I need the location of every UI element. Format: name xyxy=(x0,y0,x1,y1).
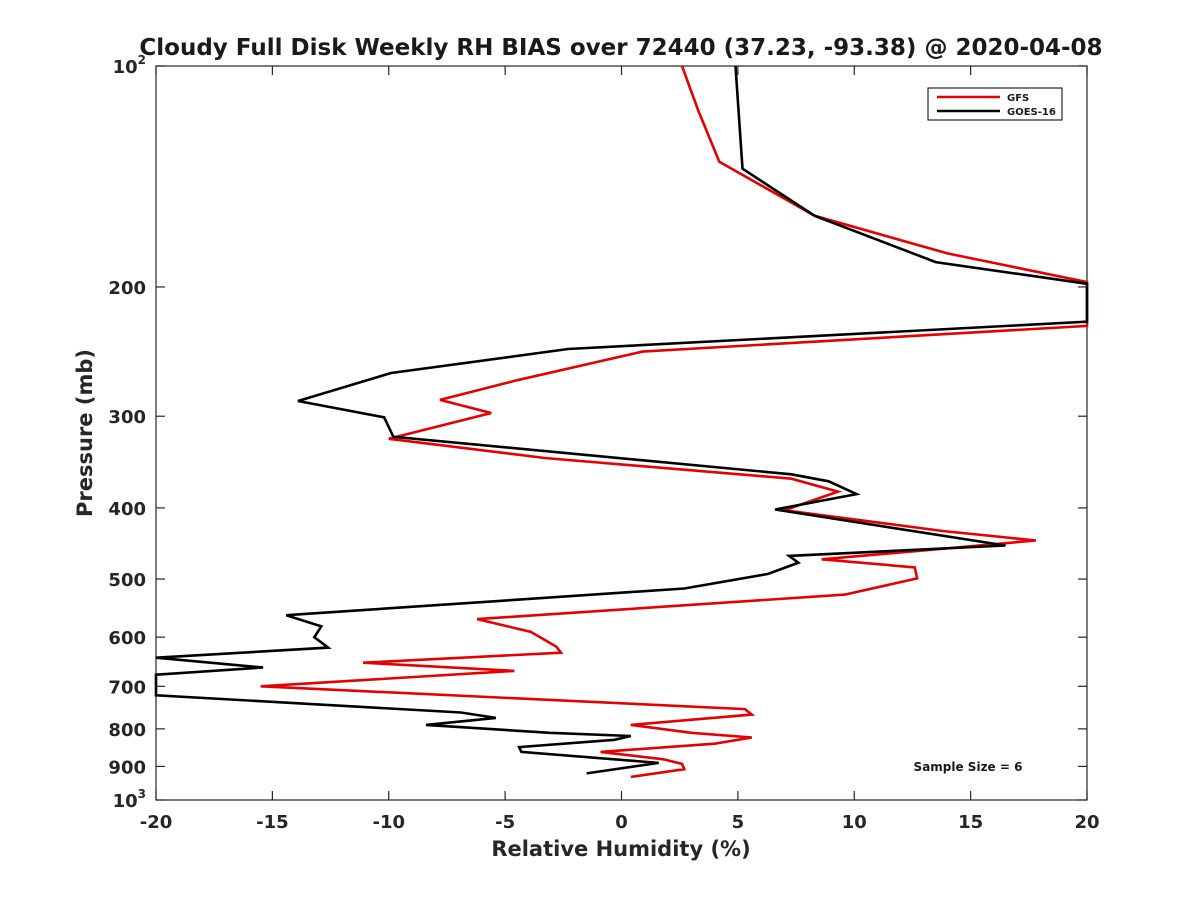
y-tick-label: 800 xyxy=(108,720,146,741)
y-tick-label: 102 xyxy=(113,53,146,78)
sample-size-annotation: Sample Size = 6 xyxy=(914,760,1023,774)
x-tick-label: 10 xyxy=(842,812,867,833)
x-tick-label: 0 xyxy=(615,812,628,833)
x-tick-label: 5 xyxy=(732,812,745,833)
series-line-gfs xyxy=(260,65,1089,779)
y-axis: 102 200 300 400 500 600 700 800 900 103 xyxy=(108,53,1087,812)
y-tick-label: 900 xyxy=(108,757,146,778)
legend: GFS GOES-16 xyxy=(927,87,1063,121)
legend-box xyxy=(927,87,1063,121)
series-layer xyxy=(154,65,1089,779)
y-tick-label: 600 xyxy=(108,628,146,649)
y-tick-label: 400 xyxy=(108,499,146,520)
x-tick-label: -10 xyxy=(372,812,405,833)
legend-label-goes16: GOES-16 xyxy=(1007,107,1056,118)
legend-label-gfs: GFS xyxy=(1007,93,1029,104)
y-axis-label: Pressure (mb) xyxy=(73,349,97,517)
y-tick-label: 200 xyxy=(108,278,146,299)
x-axis: -20 -15 -10 -5 0 5 10 15 20 xyxy=(140,66,1100,833)
chart-title: Cloudy Full Disk Weekly RH BIAS over 724… xyxy=(139,35,1102,61)
x-tick-label: 20 xyxy=(1074,812,1099,833)
y-tick-label: 700 xyxy=(108,677,146,698)
y-tick-label: 500 xyxy=(108,570,146,591)
plot-area xyxy=(155,65,1088,801)
x-tick-label: -5 xyxy=(495,812,515,833)
x-tick-label: -15 xyxy=(256,812,289,833)
series-line-goes-16 xyxy=(154,65,1089,775)
x-tick-label: -20 xyxy=(140,812,173,833)
y-tick-label: 103 xyxy=(113,787,146,812)
x-tick-label: 15 xyxy=(958,812,983,833)
y-tick-label: 300 xyxy=(108,407,146,428)
x-axis-label: Relative Humidity (%) xyxy=(491,837,750,861)
